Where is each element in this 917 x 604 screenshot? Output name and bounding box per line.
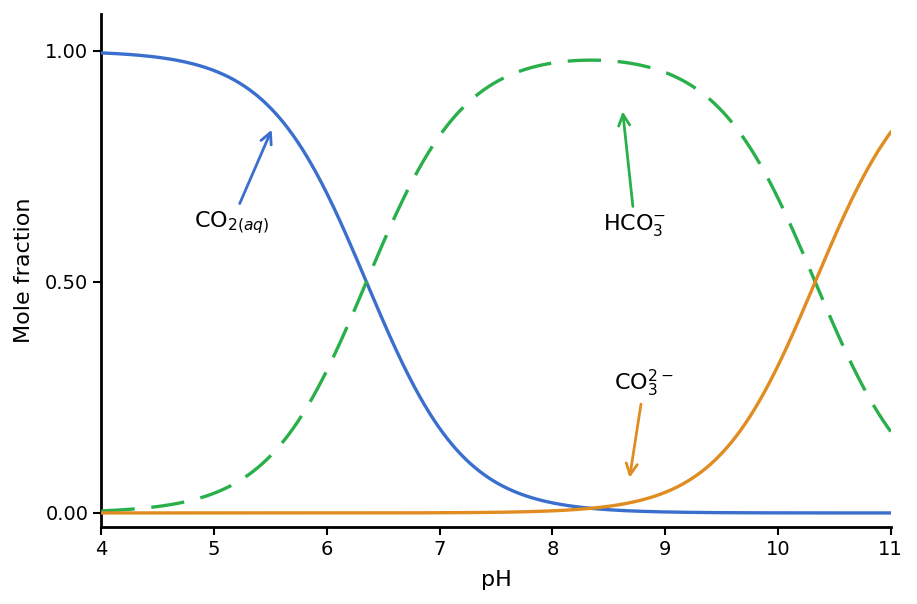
Text: CO$_{2(aq)}$: CO$_{2(aq)}$ xyxy=(193,132,271,236)
Text: HCO$_3^{-}$: HCO$_3^{-}$ xyxy=(603,115,667,238)
Text: CO$_3^{2-}$: CO$_3^{2-}$ xyxy=(614,367,674,475)
Y-axis label: Mole fraction: Mole fraction xyxy=(14,198,34,343)
X-axis label: pH: pH xyxy=(481,570,512,590)
